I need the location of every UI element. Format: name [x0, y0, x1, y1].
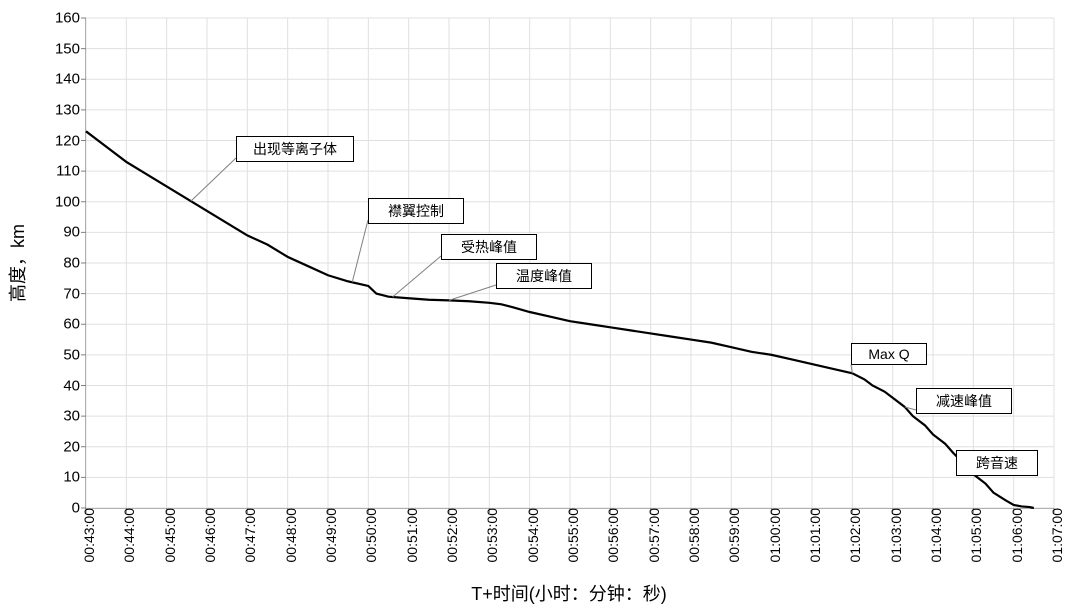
- ytick-140: 140: [55, 71, 86, 88]
- ytick-130: 130: [55, 101, 86, 118]
- leader-flap: [352, 220, 368, 282]
- xtick-18: 01:01:00: [801, 508, 823, 563]
- ytick-110: 110: [56, 163, 86, 180]
- xtick-1: 00:44:00: [115, 508, 137, 563]
- ytick-50: 50: [63, 346, 86, 363]
- ytick-60: 60: [63, 316, 86, 333]
- annotation-plasma: 出现等离子体: [236, 136, 354, 162]
- altitude-chart: 出现等离子体襟翼控制受热峰值温度峰值Max Q减速峰值跨音速0102030405…: [0, 0, 1080, 615]
- xtick-9: 00:52:00: [438, 508, 460, 563]
- ytick-100: 100: [55, 193, 86, 210]
- annotation-decel: 减速峰值: [916, 388, 1012, 414]
- xtick-14: 00:57:00: [640, 508, 662, 563]
- xtick-16: 00:59:00: [720, 508, 742, 563]
- ytick-120: 120: [55, 132, 86, 149]
- xtick-24: 01:07:00: [1043, 508, 1065, 563]
- xtick-17: 01:00:00: [761, 508, 783, 563]
- xtick-13: 00:56:00: [599, 508, 621, 563]
- ytick-40: 40: [63, 377, 86, 394]
- xtick-15: 00:58:00: [680, 508, 702, 563]
- xtick-7: 00:50:00: [357, 508, 379, 563]
- annotation-transonic: 跨音速: [956, 450, 1038, 476]
- ytick-70: 70: [63, 285, 86, 302]
- leader-plasma: [191, 158, 236, 201]
- xtick-8: 00:51:00: [398, 508, 420, 563]
- xtick-5: 00:48:00: [277, 508, 299, 563]
- x-axis-title: T+时间(小时：分钟：秒): [471, 580, 667, 606]
- xtick-0: 00:43:00: [75, 508, 97, 563]
- xtick-21: 01:04:00: [922, 508, 944, 563]
- xtick-20: 01:03:00: [882, 508, 904, 563]
- xtick-11: 00:54:00: [519, 508, 541, 563]
- xtick-10: 00:53:00: [478, 508, 500, 563]
- ytick-150: 150: [55, 40, 86, 57]
- annotation-heatpeak: 受热峰值: [441, 234, 537, 260]
- ytick-30: 30: [63, 408, 86, 425]
- ytick-20: 20: [63, 438, 86, 455]
- y-axis-title: 高度，km: [4, 224, 30, 302]
- xtick-12: 00:55:00: [559, 508, 581, 563]
- ytick-160: 160: [55, 10, 86, 27]
- altitude-line: [86, 131, 1034, 508]
- xtick-4: 00:47:00: [236, 508, 258, 563]
- annotation-temppeak: 温度峰值: [496, 263, 592, 289]
- leader-heatpeak: [393, 256, 441, 297]
- plot-area: 出现等离子体襟翼控制受热峰值温度峰值Max Q减速峰值跨音速0102030405…: [85, 18, 1054, 509]
- ytick-90: 90: [63, 224, 86, 241]
- xtick-22: 01:05:00: [962, 508, 984, 563]
- xtick-6: 00:49:00: [317, 508, 339, 563]
- annotation-flap: 襟翼控制: [368, 198, 464, 224]
- xtick-2: 00:45:00: [156, 508, 178, 563]
- annotation-maxq: Max Q: [851, 343, 927, 365]
- xtick-3: 00:46:00: [196, 508, 218, 563]
- ytick-10: 10: [63, 469, 86, 486]
- xtick-19: 01:02:00: [841, 508, 863, 563]
- xtick-23: 01:06:00: [1003, 508, 1025, 563]
- ytick-80: 80: [63, 255, 86, 272]
